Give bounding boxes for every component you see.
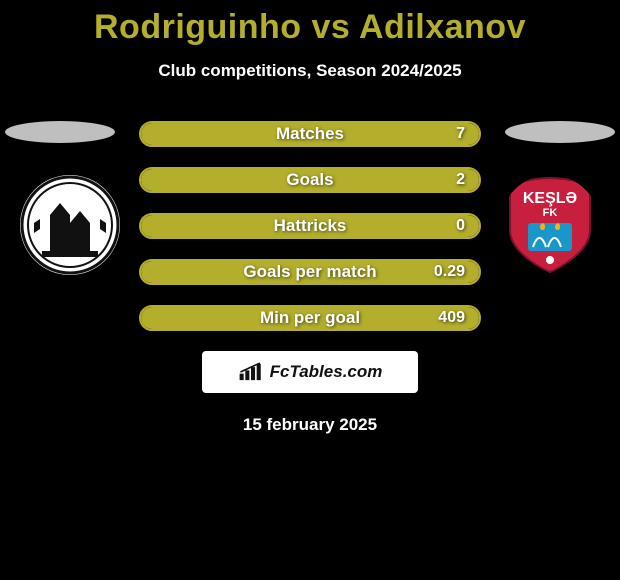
- stat-value: 2: [456, 169, 465, 191]
- date-label: 15 february 2025: [0, 415, 620, 435]
- svg-text:FK: FK: [543, 207, 558, 219]
- stat-value: 0: [456, 215, 465, 237]
- stat-row: Goals2: [139, 167, 481, 193]
- club-logo-right: KEŞLƏ FK: [500, 175, 600, 275]
- stat-row: Min per goal409: [139, 305, 481, 331]
- stat-label: Goals: [141, 169, 479, 191]
- stat-value: 7: [456, 123, 465, 145]
- stat-value: 409: [438, 307, 465, 329]
- stat-label: Hattricks: [141, 215, 479, 237]
- neftchi-logo-icon: [20, 175, 120, 275]
- brand-text: FcTables.com: [270, 362, 383, 382]
- brand-chart-icon: [238, 362, 264, 382]
- stat-label: Min per goal: [141, 307, 479, 329]
- stat-row: Goals per match0.29: [139, 259, 481, 285]
- stat-bars: Matches7Goals2Hattricks0Goals per match0…: [139, 121, 481, 331]
- kesla-logo-icon: KEŞLƏ FK: [500, 175, 600, 275]
- club-logo-left: [20, 175, 120, 275]
- svg-text:KEŞLƏ: KEŞLƏ: [523, 190, 577, 207]
- player-ellipse-right: [505, 121, 615, 143]
- stat-row: Matches7: [139, 121, 481, 147]
- stat-label: Goals per match: [141, 261, 479, 283]
- player-ellipse-left: [5, 121, 115, 143]
- subtitle: Club competitions, Season 2024/2025: [0, 61, 620, 81]
- stat-label: Matches: [141, 123, 479, 145]
- stat-value: 0.29: [434, 261, 465, 283]
- brand-box: FcTables.com: [202, 351, 418, 393]
- stat-row: Hattricks0: [139, 213, 481, 239]
- page-title: Rodriguinho vs Adilxanov: [0, 0, 620, 47]
- comparison-panel: KEŞLƏ FK Matches7 Goals2 Hattricks0 Goals p…: [0, 121, 620, 435]
